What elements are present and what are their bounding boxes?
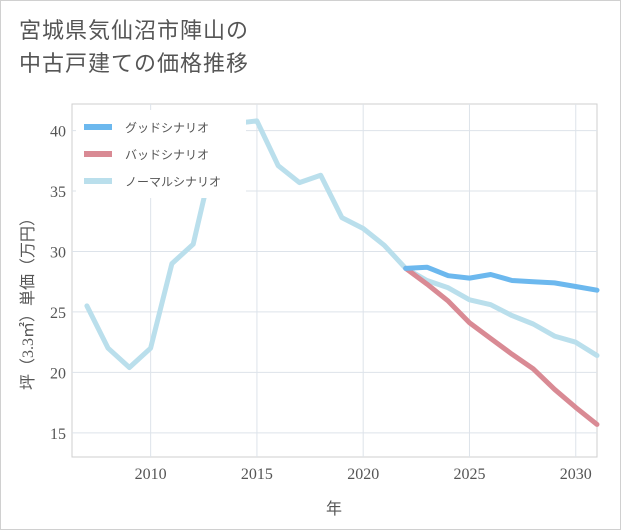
y-tick-label: 40 <box>50 124 66 141</box>
x-tick-label: 2015 <box>241 466 273 483</box>
series-line-2 <box>84 118 600 370</box>
x-tick-label: 2025 <box>453 466 485 483</box>
legend-label-2: ノーマルシナリオ <box>125 175 221 189</box>
y-axis-title: 坪（3.3㎡）単価（万円） <box>19 210 37 390</box>
series-line-0 <box>403 264 600 293</box>
legend-label-1: バッドシナリオ <box>125 148 209 162</box>
y-tick-label: 20 <box>50 365 66 382</box>
y-tick-labels: 15 20 25 30 35 40 <box>50 124 66 443</box>
chart-title-line-2: 中古戸建ての価格推移 <box>19 52 250 77</box>
x-tick-label: 2020 <box>347 466 379 483</box>
y-tick-label: 35 <box>50 184 66 201</box>
x-axis-title: 年 <box>326 500 342 518</box>
x-tick-labels: 2010 2015 2020 2025 2030 <box>135 466 592 483</box>
chart-title: 宮城県気仙沼市陣山の 中古戸建ての価格推移 <box>19 15 249 81</box>
y-tick-label: 15 <box>50 426 66 443</box>
chart-title-line-1: 宮城県気仙沼市陣山の <box>19 19 250 44</box>
series-lines <box>84 118 600 427</box>
y-tick-label: 25 <box>50 305 66 322</box>
x-tick-label: 2030 <box>560 466 592 483</box>
legend-label-0: グッドシナリオ <box>125 121 209 135</box>
series-line-1 <box>403 265 600 427</box>
y-tick-label: 30 <box>50 244 66 261</box>
x-tick-label: 2010 <box>135 466 167 483</box>
